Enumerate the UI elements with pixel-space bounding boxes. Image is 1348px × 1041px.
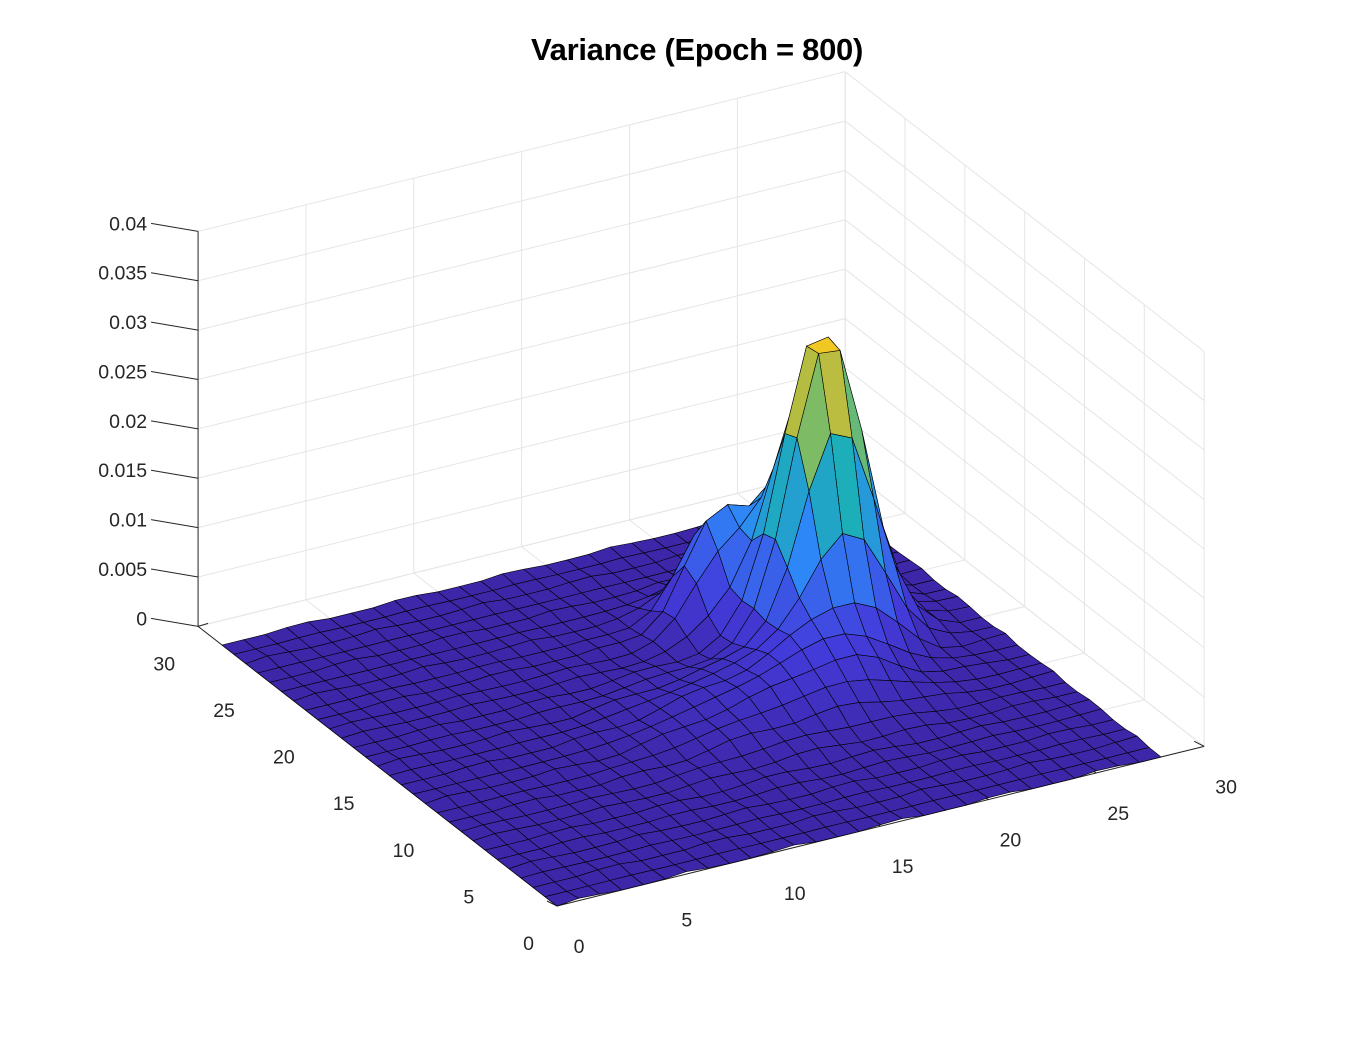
z-gridline <box>197 219 1205 500</box>
z-gridline <box>197 169 1205 451</box>
x-tick-label: 0 <box>574 936 585 958</box>
x-floor-gridline <box>844 466 1205 747</box>
x-tick-label: 15 <box>892 856 914 878</box>
surface-patch <box>544 891 579 907</box>
z-tick-mark <box>150 420 199 430</box>
y-tick-label: 30 <box>153 653 175 675</box>
y-tick-label: 15 <box>333 793 355 815</box>
z-tick-label: 0.015 <box>98 460 147 482</box>
z-tick-label: 0.005 <box>98 559 147 581</box>
z-tick-mark <box>150 519 199 529</box>
z-tick-mark <box>150 370 199 380</box>
surface-layer <box>221 336 1162 907</box>
y-tick-label: 5 <box>463 886 474 908</box>
x-tick-label: 30 <box>1215 776 1237 798</box>
x-tick-label: 25 <box>1107 803 1129 825</box>
y-tick-label: 20 <box>273 747 295 769</box>
z-tick-label: 0 <box>136 608 147 630</box>
x-tick-mark <box>546 900 558 907</box>
tick-label-layer: 0 0 5 5 10 10 15 15 20 20 25 25 30 30 0 0.005 0.01 0.015 0… <box>98 213 1237 958</box>
z-gridline <box>197 120 1205 402</box>
z-tick-mark <box>150 568 199 578</box>
y-tick-label: 10 <box>393 840 415 862</box>
x-tick-label: 20 <box>1000 830 1022 852</box>
y-tick-label: 25 <box>213 700 235 722</box>
y-tick-mark <box>197 622 209 627</box>
z-tick-mark <box>150 272 199 282</box>
z-tick-label: 0.025 <box>98 361 147 383</box>
x-tick-mark <box>1193 740 1205 747</box>
z-tick-mark <box>150 617 199 627</box>
z-tick-mark <box>150 222 199 232</box>
x-tick-label: 5 <box>681 909 692 931</box>
z-tick-label: 0.04 <box>109 213 147 235</box>
z-gridline <box>197 268 1205 550</box>
z-tick-label: 0.03 <box>109 312 147 334</box>
z-tick-label: 0.035 <box>98 263 147 285</box>
z-tick-label: 0.01 <box>109 510 147 532</box>
x-tick-label: 10 <box>784 883 806 905</box>
y-tick-label: 0 <box>523 933 534 955</box>
z-tick-label: 0.02 <box>109 411 147 433</box>
z-tick-mark <box>150 469 199 479</box>
chart-title: Variance (Epoch = 800) <box>531 32 863 67</box>
z-tick-mark <box>150 321 199 331</box>
z-gridline <box>197 71 1205 352</box>
y-floor-gridline <box>197 466 846 627</box>
